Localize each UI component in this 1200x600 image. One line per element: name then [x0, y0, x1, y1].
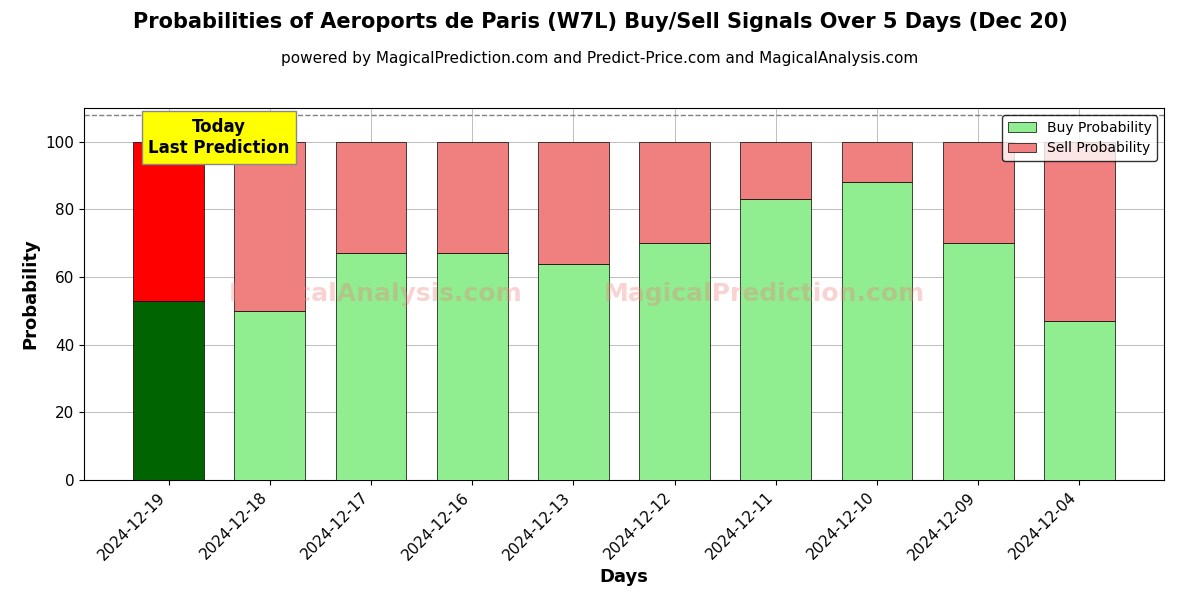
Bar — [234, 142, 305, 311]
Bar — [336, 253, 407, 480]
Bar — [234, 311, 305, 480]
Bar — [640, 243, 710, 480]
X-axis label: Days: Days — [600, 568, 648, 586]
Bar — [640, 142, 710, 243]
Bar — [538, 263, 608, 480]
Y-axis label: Probability: Probability — [22, 239, 40, 349]
Bar — [1044, 142, 1115, 321]
Bar — [133, 301, 204, 480]
Bar — [740, 199, 811, 480]
Bar — [133, 142, 204, 301]
Bar — [943, 142, 1014, 243]
Text: powered by MagicalPrediction.com and Predict-Price.com and MagicalAnalysis.com: powered by MagicalPrediction.com and Pre… — [281, 51, 919, 66]
Bar — [841, 182, 912, 480]
Text: MagicalPrediction.com: MagicalPrediction.com — [604, 282, 925, 306]
Text: MagicalAnalysis.com: MagicalAnalysis.com — [229, 282, 522, 306]
Bar — [1044, 321, 1115, 480]
Bar — [943, 243, 1014, 480]
Bar — [841, 142, 912, 182]
Bar — [437, 142, 508, 253]
Bar — [437, 253, 508, 480]
Legend: Buy Probability, Sell Probability: Buy Probability, Sell Probability — [1002, 115, 1157, 161]
Text: Today
Last Prediction: Today Last Prediction — [149, 118, 290, 157]
Text: Probabilities of Aeroports de Paris (W7L) Buy/Sell Signals Over 5 Days (Dec 20): Probabilities of Aeroports de Paris (W7L… — [132, 12, 1068, 32]
Bar — [336, 142, 407, 253]
Bar — [740, 142, 811, 199]
Bar — [538, 142, 608, 263]
